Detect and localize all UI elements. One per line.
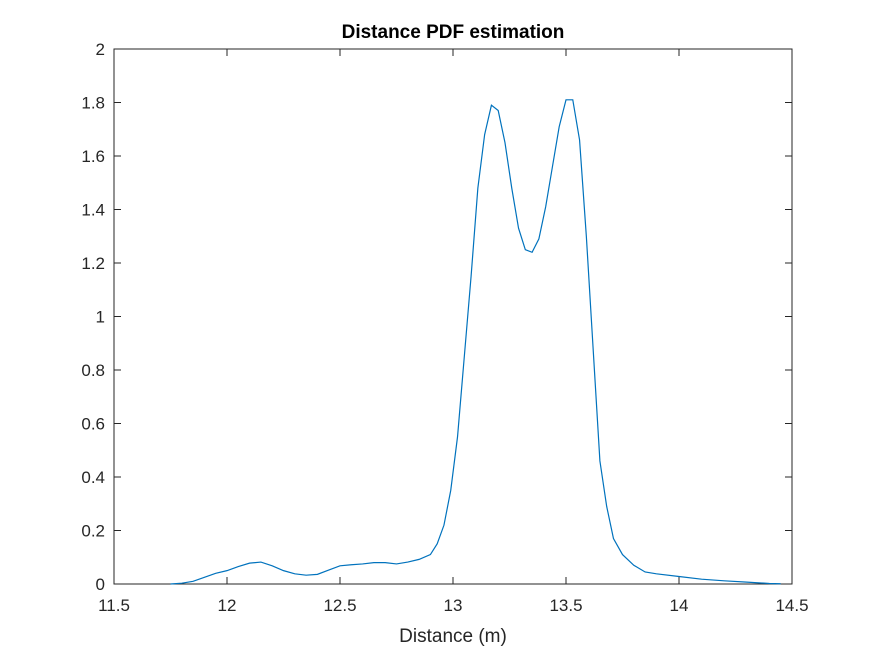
pdf-line <box>170 99 781 585</box>
x-tick-label: 11.5 <box>98 596 130 615</box>
y-tick-label: 0.2 <box>81 522 105 541</box>
x-tick-label: 14 <box>670 596 689 615</box>
y-tick-label: 1.6 <box>81 147 105 166</box>
y-tick-label: 1.8 <box>81 94 105 113</box>
y-tick-label: 0.6 <box>81 415 105 434</box>
x-tick-label: 12.5 <box>323 596 356 615</box>
x-tick-label: 14.5 <box>775 596 808 615</box>
x-tick-label: 12 <box>218 596 237 615</box>
x-tick-label: 13 <box>444 596 463 615</box>
y-tick-label: 1.2 <box>81 254 105 273</box>
y-tick-label: 0.4 <box>81 468 105 487</box>
y-axis-ticks: 0 0.2 0.4 0.6 0.8 1 1.2 1.4 1.6 1.8 2 <box>81 40 792 594</box>
x-axis-ticks: 11.5 12 12.5 13 13.5 14 14.5 <box>98 49 809 615</box>
y-tick-label: 2 <box>96 40 105 59</box>
y-tick-label: 0 <box>96 575 105 594</box>
y-tick-label: 1 <box>96 308 105 327</box>
plot-area <box>113 48 793 585</box>
x-tick-label: 13.5 <box>549 596 582 615</box>
chart-title: Distance PDF estimation <box>342 22 565 43</box>
x-axis-label: Distance (m) <box>399 626 507 647</box>
y-tick-label: 1.4 <box>81 201 105 220</box>
y-tick-label: 0.8 <box>81 361 105 380</box>
